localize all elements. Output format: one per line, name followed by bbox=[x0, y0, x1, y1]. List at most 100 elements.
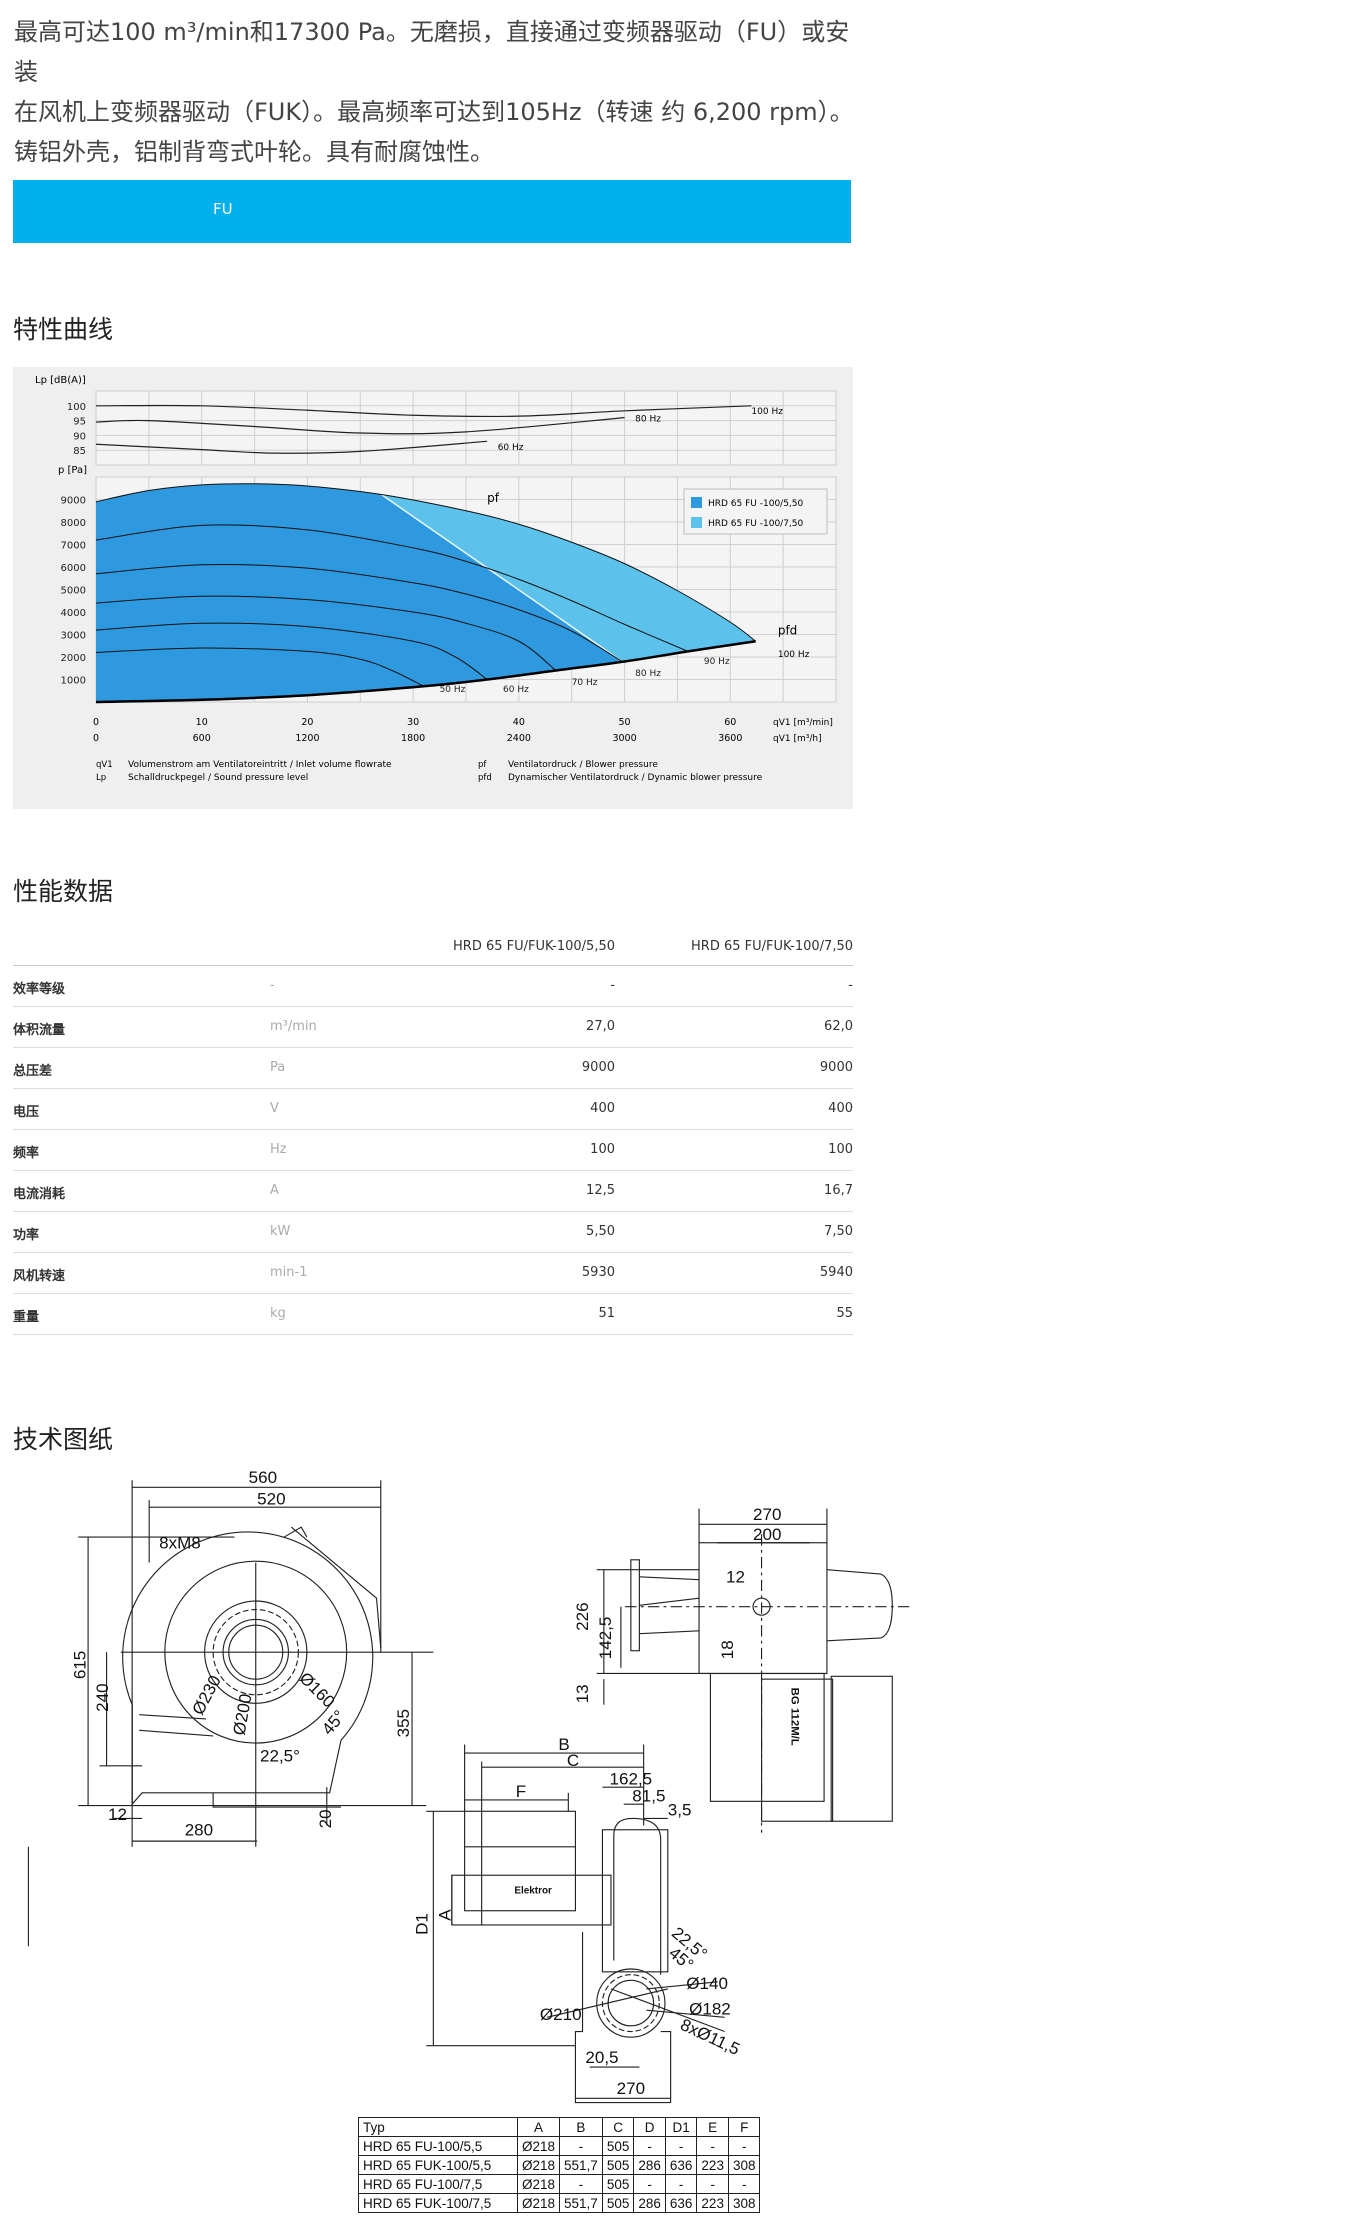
dim-label: 13 bbox=[573, 1684, 592, 1703]
cell-v2: 62,0 bbox=[824, 1019, 853, 1034]
dim-label: 200 bbox=[753, 1525, 781, 1544]
sound-curve bbox=[95, 440, 488, 454]
y-tick-label: 2000 bbox=[61, 653, 86, 664]
curve-label: 80 Hz bbox=[635, 415, 661, 425]
dim-label: F bbox=[516, 1782, 526, 1801]
footnote-symbol: Lp bbox=[96, 773, 106, 783]
cell-unit: Hz bbox=[270, 1142, 287, 1157]
cell-v1: 100 bbox=[590, 1142, 615, 1157]
cell: 505 bbox=[601, 2174, 635, 2194]
cell-v2: 55 bbox=[836, 1306, 853, 1321]
cell: 636 bbox=[664, 2193, 698, 2213]
table-row: 体积流量 m³/min 27,0 62,0 bbox=[13, 1007, 853, 1048]
cell: 286 bbox=[633, 2155, 666, 2175]
table-row: 重量 kg 51 55 bbox=[13, 1294, 853, 1335]
cell: 308 bbox=[727, 2193, 761, 2213]
cell-v2: 100 bbox=[828, 1142, 853, 1157]
cell-label: 电压 bbox=[13, 1105, 40, 1120]
dim-label: 226 bbox=[573, 1602, 592, 1630]
x-tick-label: 0 bbox=[93, 717, 99, 728]
cell-unit: - bbox=[270, 978, 275, 993]
cell: Ø218 bbox=[516, 2193, 561, 2213]
curve-label: 50 Hz bbox=[440, 685, 466, 695]
dim-label: Ø140 bbox=[686, 1974, 728, 1993]
footnote-symbol: qV1 bbox=[96, 760, 113, 770]
dim-label: A bbox=[435, 1909, 454, 1921]
series-area-5-50 bbox=[96, 483, 622, 702]
characteristic-curve-chart: 1009590859000800070006000500040003000200… bbox=[13, 367, 853, 809]
pfd-curve bbox=[95, 640, 756, 704]
header-cell: F bbox=[727, 2117, 761, 2137]
y-tick-label: 100 bbox=[67, 402, 86, 413]
description-line: 在风机上变频器驱动（FUK）。最高频率可达到105Hz（转速 约 6,200 r… bbox=[14, 98, 854, 126]
cell-label: 体积流量 bbox=[13, 1023, 66, 1038]
header-cell: Typ bbox=[358, 2117, 518, 2137]
cell-v2: 5940 bbox=[819, 1265, 853, 1280]
cell-label: 功率 bbox=[13, 1228, 40, 1243]
y-axis-label: p [Pa] bbox=[58, 465, 87, 476]
envelope-curve bbox=[95, 483, 756, 642]
column-header: HRD 65 FU/FUK-100/7,50 bbox=[691, 939, 853, 954]
cell: 636 bbox=[664, 2155, 698, 2175]
cell: HRD 65 FUK-100/7,5 bbox=[358, 2193, 518, 2213]
section-title-performance: 性能数据 bbox=[13, 877, 114, 906]
cell: - bbox=[727, 2174, 761, 2194]
cell-unit: Pa bbox=[270, 1060, 286, 1075]
table-row: 风机转速 min-1 5930 5940 bbox=[13, 1253, 853, 1294]
cell-label: 风机转速 bbox=[13, 1269, 66, 1284]
cell: 223 bbox=[696, 2155, 729, 2175]
cell: Ø218 bbox=[516, 2136, 561, 2156]
variant-tab-bar: FU bbox=[13, 180, 851, 243]
table-row: 电压 V 400 400 bbox=[13, 1089, 853, 1130]
x-tick-label: 50 bbox=[619, 717, 631, 728]
x-tick-label: 40 bbox=[513, 717, 525, 728]
x-axis-label: qV1 [m³/h] bbox=[773, 734, 822, 744]
dim-label: 12 bbox=[726, 1568, 745, 1587]
dim-label: Ø160 bbox=[296, 1669, 339, 1712]
brand-label: Elektror bbox=[514, 1886, 552, 1897]
cell-v1: 51 bbox=[598, 1306, 615, 1321]
dim-label: 240 bbox=[93, 1683, 112, 1711]
header-cell: C bbox=[601, 2117, 635, 2137]
cell: Ø218 bbox=[516, 2174, 561, 2194]
y-tick-label: 5000 bbox=[61, 586, 86, 597]
cell: HRD 65 FUK-100/5,5 bbox=[358, 2155, 518, 2175]
dim-label: 8xØ11,5 bbox=[677, 2015, 742, 2059]
x-axis-label: qV1 [m³/min] bbox=[773, 718, 833, 728]
y-tick-label: 8000 bbox=[61, 518, 86, 529]
dim-label: 3,5 bbox=[668, 1801, 692, 1820]
dim-label: D1 bbox=[413, 1913, 432, 1935]
cell-v1: 9000 bbox=[581, 1060, 615, 1075]
table-row: 总压差 Pa 9000 9000 bbox=[13, 1048, 853, 1089]
dim-label: 270 bbox=[753, 1505, 781, 1524]
cell: - bbox=[559, 2174, 603, 2194]
footnote-text: Ventilatordruck / Blower pressure bbox=[508, 760, 658, 770]
cell-label: 电流消耗 bbox=[13, 1187, 66, 1202]
x-tick-label: 3600 bbox=[718, 733, 742, 744]
cell-v2: - bbox=[848, 978, 853, 993]
table-row: 频率 Hz 100 100 bbox=[13, 1130, 853, 1171]
cell-unit: kg bbox=[270, 1306, 286, 1321]
speed-curve bbox=[95, 622, 488, 680]
y-tick-label: 7000 bbox=[61, 541, 86, 552]
tab-fu[interactable]: FU bbox=[213, 200, 233, 218]
table-row: 效率等级 - - - bbox=[13, 966, 853, 1007]
dim-table-row: HRD 65 FU-100/5,5 Ø218-505- - - - bbox=[358, 2136, 761, 2156]
curve-label: 60 Hz bbox=[498, 443, 524, 453]
pfd-label: pfd bbox=[778, 624, 797, 638]
technical-drawing: 560 520 8xM8 615 240 355 Ø230 Ø200 Ø160 … bbox=[27, 1468, 910, 2104]
cell: - bbox=[696, 2174, 729, 2194]
section-title-curves: 特性曲线 bbox=[13, 315, 114, 344]
table-header: HRD 65 FU/FUK-100/5,50 HRD 65 FU/FUK-100… bbox=[13, 925, 853, 966]
x-tick-label: 10 bbox=[196, 717, 208, 728]
cell: - bbox=[664, 2136, 698, 2156]
cell: HRD 65 FU-100/7,5 bbox=[358, 2174, 518, 2194]
cell-v1: 5930 bbox=[581, 1265, 615, 1280]
cell-label: 频率 bbox=[13, 1146, 40, 1161]
drawing-dimension-labels: 560 520 8xM8 615 240 355 Ø230 Ø200 Ø160 … bbox=[70, 1468, 800, 2098]
cell-v1: 5,50 bbox=[586, 1224, 615, 1239]
cell: Ø218 bbox=[516, 2155, 561, 2175]
description-line: 最高可达100 m³/min和17300 Pa。无磨损，直接通过变频器驱动（FU… bbox=[14, 18, 850, 86]
dim-table-row: HRD 65 FUK-100/7,5 Ø218 551,7 505 286 636 223 3… bbox=[358, 2193, 761, 2213]
y-tick-label: 3000 bbox=[61, 631, 86, 642]
